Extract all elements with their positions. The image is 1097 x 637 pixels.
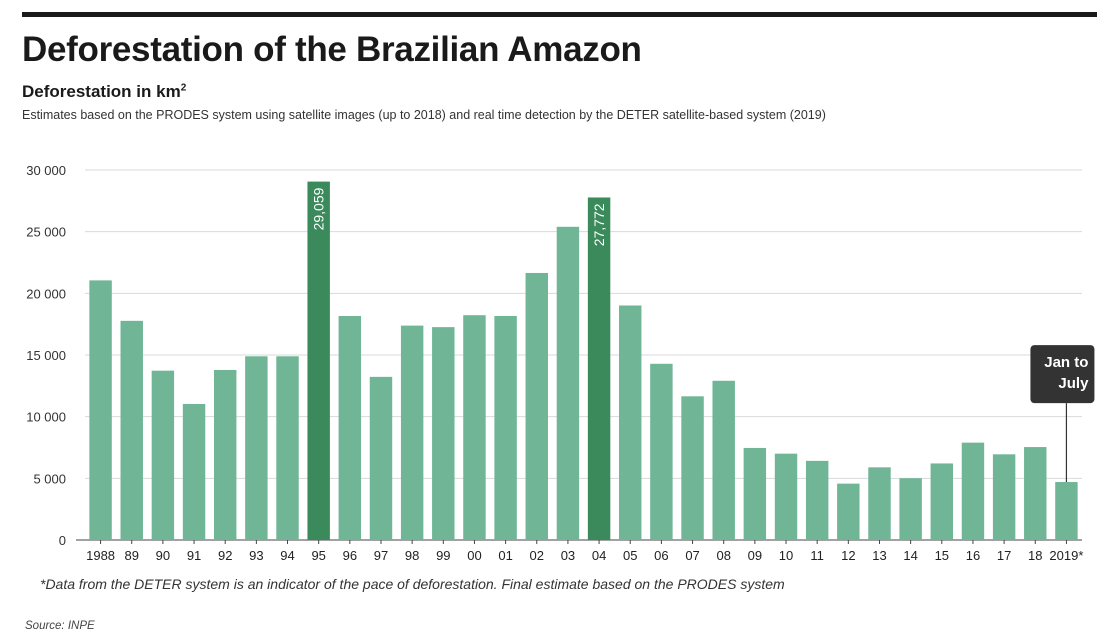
source-note: Source: INPE bbox=[25, 620, 95, 632]
bar bbox=[89, 280, 112, 540]
x-tick-label: 00 bbox=[467, 548, 481, 563]
bar bbox=[868, 467, 891, 540]
y-tick-label: 0 bbox=[59, 533, 66, 548]
bar bbox=[182, 403, 206, 540]
x-tick-label: 17 bbox=[997, 548, 1011, 563]
bar bbox=[432, 327, 455, 540]
x-tick-label: 2019* bbox=[1049, 548, 1083, 563]
x-tick-label: 02 bbox=[530, 548, 544, 563]
subtitle-superscript: 2 bbox=[180, 82, 187, 94]
bar bbox=[525, 272, 548, 540]
callout-box bbox=[1030, 345, 1095, 404]
bar bbox=[151, 370, 175, 540]
x-tick-label: 16 bbox=[966, 548, 980, 563]
bar bbox=[650, 363, 673, 540]
bar bbox=[774, 453, 798, 540]
bar bbox=[463, 315, 486, 540]
bar bbox=[400, 325, 424, 540]
bar bbox=[338, 316, 362, 540]
bar bbox=[245, 356, 268, 540]
bar bbox=[930, 463, 954, 540]
bar bbox=[899, 478, 922, 540]
bar-data-label: 29,059 bbox=[311, 187, 327, 230]
callout-text: Jan to bbox=[1044, 354, 1088, 371]
x-tick-label: 04 bbox=[592, 548, 606, 563]
bar-data-label: 27,772 bbox=[591, 203, 607, 246]
bar bbox=[213, 369, 237, 540]
chart-title: Deforestation of the Brazilian Amazon bbox=[22, 30, 642, 69]
x-tick-label: 01 bbox=[498, 548, 512, 563]
bar bbox=[681, 396, 704, 540]
bar bbox=[837, 483, 860, 540]
x-tick-label: 15 bbox=[935, 548, 949, 563]
x-tick-label: 97 bbox=[374, 548, 388, 563]
x-tick-label: 98 bbox=[405, 548, 419, 563]
x-tick-label: 03 bbox=[561, 548, 575, 563]
x-tick-label: 05 bbox=[623, 548, 637, 563]
x-tick-label: 96 bbox=[343, 548, 357, 563]
x-tick-label: 18 bbox=[1028, 548, 1042, 563]
x-tick-label: 12 bbox=[841, 548, 855, 563]
y-tick-label: 25 000 bbox=[26, 225, 66, 240]
x-tick-label: 91 bbox=[187, 548, 201, 563]
callout-text: July bbox=[1058, 375, 1089, 392]
chart-subtitle: Deforestation in km2 bbox=[22, 82, 186, 102]
bar bbox=[961, 442, 985, 540]
x-tick-label: 92 bbox=[218, 548, 232, 563]
x-tick-label: 94 bbox=[280, 548, 294, 563]
subtitle-text: Deforestation in km bbox=[22, 82, 181, 101]
callouts: Jan to July bbox=[1030, 345, 1095, 483]
bar bbox=[743, 447, 767, 540]
chart-description: Estimates based on the PRODES system usi… bbox=[22, 108, 826, 122]
y-tick-label: 10 000 bbox=[26, 410, 66, 425]
y-tick-label: 30 000 bbox=[26, 163, 66, 178]
y-tick-label: 5 000 bbox=[33, 471, 66, 486]
bar bbox=[1055, 482, 1078, 540]
bars bbox=[89, 181, 1078, 541]
bar bbox=[619, 305, 642, 540]
x-tick-label: 1988 bbox=[86, 548, 115, 563]
x-tick-label: 08 bbox=[716, 548, 730, 563]
bar bbox=[556, 226, 580, 541]
bar bbox=[369, 376, 393, 540]
x-tick-label: 07 bbox=[685, 548, 699, 563]
bar-data-labels: 29,059 27,772 bbox=[311, 187, 607, 246]
x-tick-label: 93 bbox=[249, 548, 263, 563]
y-axis-ticks: 0 5 000 10 000 15 000 20 000 25 000 30 000 bbox=[26, 163, 66, 548]
bar bbox=[587, 197, 611, 540]
bar bbox=[1024, 447, 1047, 540]
y-tick-label: 15 000 bbox=[26, 348, 66, 363]
bar bbox=[712, 380, 735, 540]
bar bbox=[805, 460, 829, 540]
x-tick-label: 10 bbox=[779, 548, 793, 563]
x-tick-label: 89 bbox=[125, 548, 139, 563]
x-tick-label: 99 bbox=[436, 548, 450, 563]
x-tick-label: 09 bbox=[748, 548, 762, 563]
x-tick-label: 14 bbox=[903, 548, 917, 563]
bar bbox=[307, 181, 330, 541]
bar bbox=[992, 454, 1016, 540]
bar bbox=[120, 320, 143, 540]
bar bbox=[276, 356, 299, 540]
x-tick-label: 11 bbox=[810, 548, 824, 563]
x-tick-label: 06 bbox=[654, 548, 668, 563]
top-rule bbox=[22, 12, 1097, 17]
x-tick-label: 13 bbox=[872, 548, 886, 563]
y-tick-label: 20 000 bbox=[26, 286, 66, 301]
x-tick-label: 95 bbox=[311, 548, 325, 563]
bar bbox=[494, 315, 517, 540]
x-tick-label: 90 bbox=[156, 548, 170, 563]
footnote: *Data from the DETER system is an indica… bbox=[40, 576, 785, 592]
x-axis-ticks: 1988 89 90 91 92 93 94 95 96 97 98 99 00 01 02 03 04 05 06… bbox=[86, 540, 1083, 563]
